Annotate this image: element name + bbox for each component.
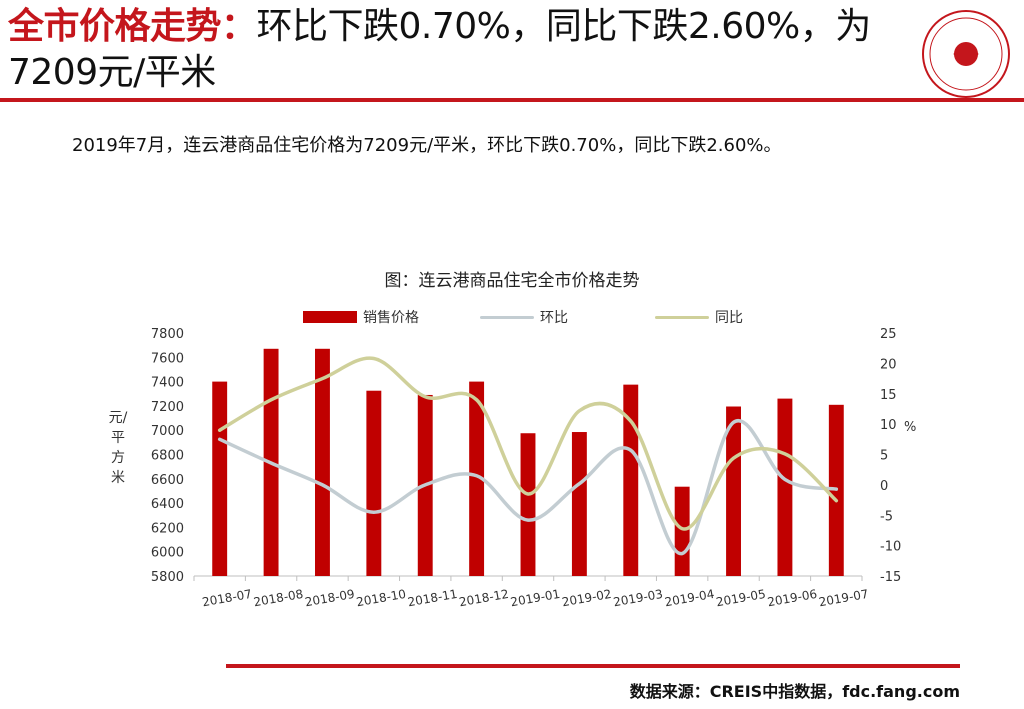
y-right-tick-label: 10 xyxy=(880,418,897,433)
bar-price xyxy=(366,390,382,576)
y-left-tick-label: 7400 xyxy=(151,376,184,391)
seal-logo xyxy=(920,8,1012,100)
bar-price xyxy=(623,384,639,576)
x-tick-label: 2019-01 xyxy=(509,587,561,609)
legend-swatch-yoy xyxy=(655,315,709,319)
legend-item-yoy: 同比 xyxy=(655,306,743,328)
y-left-tick-label: 6600 xyxy=(151,473,184,488)
headline-black-part: 环比下跌0.70%，同比下跌2.60%，为7209元/平米 xyxy=(8,6,871,93)
footer-divider xyxy=(226,664,960,668)
y-left-tick-label: 6200 xyxy=(151,521,184,536)
x-tick-label: 2018-08 xyxy=(252,587,304,609)
y-left-tick-label: 7200 xyxy=(151,400,184,415)
summary-text: 2019年7月，连云港商品住宅价格为7209元/平米，环比下跌0.70%，同比下… xyxy=(72,135,782,156)
x-tick-label: 2018-11 xyxy=(407,587,459,609)
bar-price xyxy=(315,348,330,576)
source-note: 数据来源：CREIS中指数据，fdc.fang.com xyxy=(629,682,960,701)
x-tick-label: 2019-06 xyxy=(766,587,818,609)
headline-red-part: 全市价格走势： xyxy=(8,6,257,47)
x-tick-label: 2019-03 xyxy=(612,587,664,609)
y-right-tick-label: -10 xyxy=(880,540,901,555)
y-left-tick-label: 6000 xyxy=(151,546,184,561)
legend-item-price: 销售价格 xyxy=(303,306,419,328)
bar-price xyxy=(469,381,485,576)
y-axis-right-label: % xyxy=(904,420,917,435)
line-mom xyxy=(217,418,839,556)
y-left-tick-label: 7600 xyxy=(151,351,184,366)
chart-legend: 销售价格 环比 同比 xyxy=(0,306,1024,330)
legend-label-yoy: 同比 xyxy=(715,310,743,326)
legend-label-price: 销售价格 xyxy=(363,310,419,326)
bar-price xyxy=(212,381,228,576)
bar-price xyxy=(571,432,587,576)
x-tick-label: 2018-07 xyxy=(201,587,253,609)
y-left-tick-label: 7800 xyxy=(151,327,184,342)
y-right-tick-label: -5 xyxy=(880,509,893,524)
x-tick-label: 2019-02 xyxy=(561,587,613,609)
x-tick-label: 2018-09 xyxy=(304,587,356,609)
legend-label-mom: 环比 xyxy=(540,310,568,326)
y-left-tick-label: 6400 xyxy=(151,497,184,512)
x-tick-label: 2018-12 xyxy=(458,587,510,609)
x-tick-label: 2019-07 xyxy=(818,587,870,609)
x-tick-label: 2018-10 xyxy=(355,587,407,609)
bar-price xyxy=(777,398,793,576)
line-yoy xyxy=(217,356,839,531)
y-left-tick-label: 7000 xyxy=(151,424,184,439)
y-right-tick-label: 0 xyxy=(880,479,888,494)
header-divider xyxy=(0,98,1024,102)
chart-title: 图：连云港商品住宅全市价格走势 xyxy=(384,271,640,291)
x-tick-label: 2019-05 xyxy=(715,587,767,609)
x-tick-label: 2019-04 xyxy=(664,587,716,609)
y-left-tick-label: 6800 xyxy=(151,449,184,464)
bar-price xyxy=(520,433,536,576)
y-right-tick-label: 25 xyxy=(880,327,897,342)
y-right-tick-label: 15 xyxy=(880,388,897,403)
y-right-tick-label: 5 xyxy=(880,449,888,464)
legend-item-mom: 环比 xyxy=(480,306,568,328)
bar-price xyxy=(726,406,741,576)
bar-price xyxy=(674,486,690,576)
legend-swatch-price xyxy=(303,311,357,323)
y-left-tick-label: 5800 xyxy=(151,570,184,585)
seal-logo-icon xyxy=(922,10,1010,98)
y-right-tick-label: 20 xyxy=(880,357,897,372)
y-right-tick-label: -15 xyxy=(880,570,901,585)
y-axis-left-label: 元/平方米 xyxy=(108,410,128,486)
legend-swatch-mom xyxy=(480,315,534,319)
page-headline: 全市价格走势：环比下跌0.70%，同比下跌2.60%，为7209元/平米 xyxy=(8,4,908,96)
